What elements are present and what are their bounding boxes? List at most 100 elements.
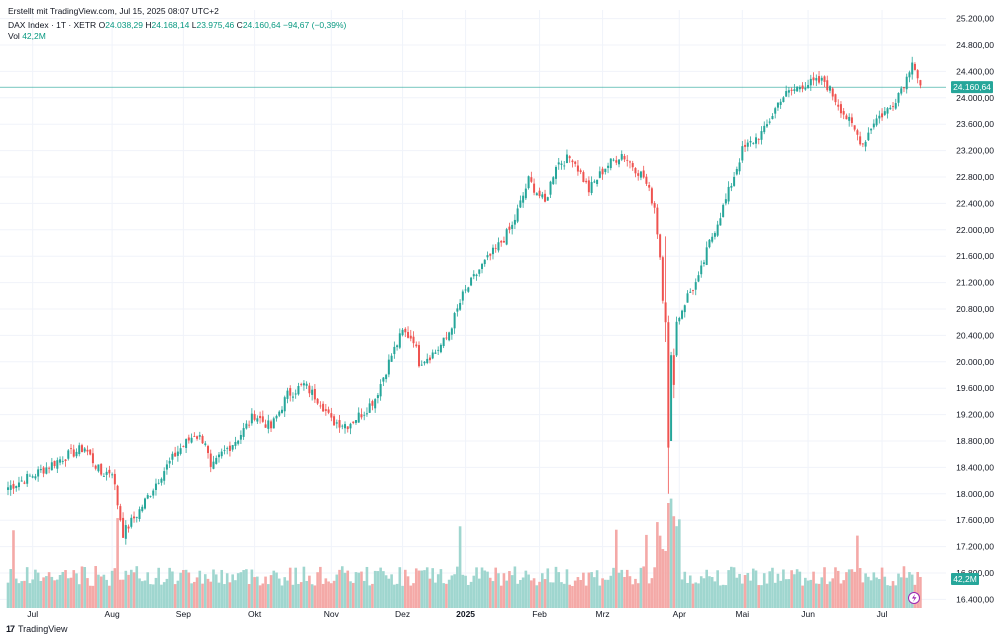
candle-body (535, 193, 538, 196)
candle-body (546, 197, 549, 201)
candle-body (839, 104, 842, 114)
candle-body (127, 526, 130, 529)
candle-body (798, 87, 801, 90)
volume-bar (486, 571, 489, 608)
volume-bar (686, 582, 689, 608)
volume-legend-value: 42,2M (22, 31, 46, 41)
volume-bar (620, 569, 624, 608)
volume-bar (338, 569, 341, 608)
created-with-note: Erstellt mit TradingView.com, Jul 15, 20… (8, 6, 219, 16)
candle-body (207, 446, 210, 454)
candle-body (461, 291, 464, 301)
candle-body (755, 137, 758, 144)
volume-bar (94, 566, 97, 608)
volume-bar (88, 585, 92, 608)
candle-body (478, 269, 481, 274)
volume-bar (140, 581, 144, 608)
candle-body (382, 377, 385, 382)
volume-bar (584, 585, 588, 608)
volume-bar (513, 566, 517, 608)
candle-body (831, 88, 834, 97)
volume-bar (110, 570, 114, 608)
candle-body (590, 182, 593, 193)
candle-body (357, 412, 360, 423)
symbol-name[interactable]: DAX Index · 1T · XETR (8, 20, 97, 30)
volume-bar (815, 583, 818, 608)
candle-body (12, 483, 15, 489)
candle-body (883, 111, 886, 115)
candle-body (853, 125, 856, 130)
volume-bar (162, 582, 166, 608)
price-axis[interactable]: 25.200,00 24.800,00 24.400,00 24.000,00 23.6… (956, 14, 994, 605)
candle-body (385, 374, 388, 380)
volume-bar (277, 578, 281, 608)
candle-body (89, 449, 92, 455)
candle-body (776, 102, 779, 108)
candle-body (204, 443, 207, 445)
volume-bar (510, 575, 514, 608)
candle-body (557, 162, 560, 165)
candle-body (70, 448, 73, 450)
volume-bar (269, 575, 273, 608)
volume-bar (17, 583, 21, 608)
candle-body (302, 383, 305, 386)
volume-bar (66, 578, 70, 608)
time-axis[interactable]: Jul Aug Sep Okt Nov Dez 2025 Feb Mrz Apr Mai Jun Jul (27, 609, 887, 619)
candle-body (130, 517, 133, 527)
volume-bar (680, 579, 684, 608)
volume-bar (91, 585, 95, 608)
candle-body (360, 414, 363, 418)
candle-body (102, 476, 105, 477)
volume-bar (302, 566, 306, 608)
volume-bar (560, 582, 563, 608)
candle-body (818, 76, 821, 83)
candle-body (785, 91, 788, 97)
volume-bar (456, 566, 459, 608)
candle-body (61, 460, 64, 462)
candle-body (182, 445, 185, 447)
candle-body (91, 453, 94, 464)
candle-body (790, 89, 793, 91)
volume-bar (798, 571, 802, 608)
lightning-icon[interactable] (908, 592, 920, 604)
volume-bar (146, 572, 150, 608)
candle-body (17, 482, 20, 488)
candle-body (376, 395, 379, 399)
volume-bar (694, 582, 698, 608)
candle-body (316, 398, 319, 404)
candle-body (593, 181, 596, 183)
candle-body (804, 87, 807, 90)
candle-body (171, 453, 174, 460)
footer-brand[interactable]: 17 TradingView (6, 624, 68, 634)
candle-body (330, 413, 333, 418)
volume-bar (735, 577, 739, 608)
candle-body (897, 92, 900, 103)
volume-bar (53, 580, 56, 608)
candle-body (670, 355, 673, 442)
volume-bar (853, 571, 856, 608)
volume-bar (31, 579, 34, 608)
candle-body (618, 159, 621, 165)
candle-body (368, 403, 371, 413)
candle-body (390, 355, 393, 362)
volume-bar (658, 535, 662, 608)
volume-bar (384, 575, 388, 608)
candle-body (275, 415, 278, 419)
candle-body (289, 388, 292, 396)
candle-body (201, 435, 204, 444)
volume-bar (850, 569, 854, 608)
volume-bar (691, 583, 695, 608)
candle-body (527, 176, 530, 189)
volume-bar (256, 576, 259, 608)
candle-body (560, 163, 563, 165)
candle-body (116, 485, 119, 506)
volume-bar (623, 577, 626, 608)
volume-bar (56, 579, 59, 608)
candle-body (807, 85, 810, 89)
y-tick-label: 22.800,00 (956, 172, 994, 182)
candle-body (727, 186, 730, 202)
volume-bar (439, 569, 443, 608)
candlesticks (7, 56, 922, 545)
volume-bar (250, 569, 254, 608)
